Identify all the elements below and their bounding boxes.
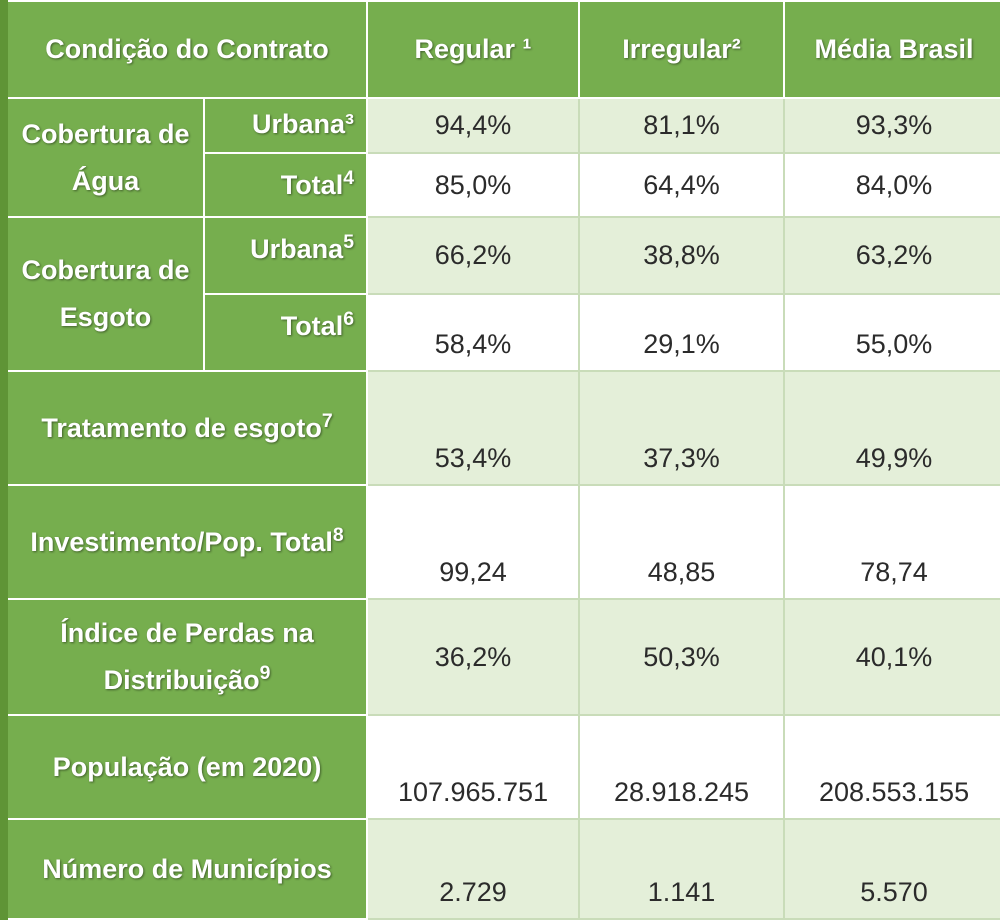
agua-urbana-regular: 94,4% xyxy=(366,97,581,154)
esgoto-total-irregular: 29,1% xyxy=(578,293,786,372)
populacao-media: 208.553.155 xyxy=(783,714,1000,820)
esgoto-urbana-irregular: 38,8% xyxy=(578,216,786,295)
label-investimento: Investimento/Pop. Total8 xyxy=(0,484,369,600)
footnote-7: 7 xyxy=(321,409,333,432)
label-agua-total: Total4 xyxy=(202,152,369,218)
header-row: Condição do Contrato Regular ¹ Irregular… xyxy=(0,0,1000,99)
perdas-regular: 36,2% xyxy=(366,598,581,716)
esgoto-total-media: 55,0% xyxy=(783,293,1000,372)
footnote-9: 9 xyxy=(259,662,271,684)
populacao-regular: 107.965.751 xyxy=(366,714,581,820)
row-esgoto-urbana: Cobertura de Esgoto Urbana5 66,2% 38,8% … xyxy=(0,216,1000,372)
label-tratamento-text: Tratamento de esgoto xyxy=(41,412,322,443)
header-media-brasil: Média Brasil xyxy=(783,0,1000,99)
label-agua-total-text: Total xyxy=(280,170,344,200)
label-agua-urbana: Urbana³ xyxy=(202,97,369,154)
label-investimento-text: Investimento/Pop. Total xyxy=(30,526,333,557)
header-irregular: Irregular² xyxy=(578,0,786,99)
perdas-irregular: 50,3% xyxy=(578,598,786,716)
label-perdas: Índice de Perdas na Distribuição9 xyxy=(0,598,369,716)
row-tratamento: Tratamento de esgoto7 53,4% 37,3% 49,9% xyxy=(0,370,1000,486)
label-cobertura-esgoto: Cobertura de Esgoto xyxy=(0,216,205,372)
municipios-regular: 2.729 xyxy=(366,818,581,920)
agua-urbana-irregular: 81,1% xyxy=(578,97,786,154)
row-agua-urbana: Cobertura de Água Urbana³ 94,4% 81,1% 93… xyxy=(0,97,1000,218)
row-agua-total: Total4 85,0% 64,4% 84,0% xyxy=(4,152,1000,218)
tratamento-irregular: 37,3% xyxy=(578,370,786,486)
agua-total-regular: 85,0% xyxy=(366,152,581,218)
footnote-8: 8 xyxy=(332,523,344,546)
agua-urbana-media: 93,3% xyxy=(783,97,1000,154)
label-municipios: Número de Municípios xyxy=(0,818,369,920)
tratamento-media: 49,9% xyxy=(783,370,1000,486)
label-esgoto-total: Total6 xyxy=(202,293,369,372)
row-investimento: Investimento/Pop. Total8 99,24 48,85 78,… xyxy=(0,484,1000,600)
esgoto-urbana-regular: 66,2% xyxy=(366,216,581,295)
label-populacao: População (em 2020) xyxy=(0,714,369,820)
label-cobertura-agua: Cobertura de Água xyxy=(0,97,205,218)
label-esgoto-total-text: Total xyxy=(280,311,344,341)
perdas-media: 40,1% xyxy=(783,598,1000,716)
footnote-6: 6 xyxy=(343,308,355,330)
row-populacao: População (em 2020) 107.965.751 28.918.2… xyxy=(0,714,1000,820)
label-esgoto-urbana: Urbana5 xyxy=(202,216,369,295)
agua-total-media: 84,0% xyxy=(783,152,1000,218)
header-regular: Regular ¹ xyxy=(366,0,581,99)
esgoto-urbana-media: 63,2% xyxy=(783,216,1000,295)
investimento-irregular: 48,85 xyxy=(578,484,786,600)
municipios-media: 5.570 xyxy=(783,818,1000,920)
row-perdas: Índice de Perdas na Distribuição9 36,2% … xyxy=(0,598,1000,716)
investimento-regular: 99,24 xyxy=(366,484,581,600)
label-tratamento: Tratamento de esgoto7 xyxy=(0,370,369,486)
tratamento-regular: 53,4% xyxy=(366,370,581,486)
populacao-irregular: 28.918.245 xyxy=(578,714,786,820)
esgoto-total-regular: 58,4% xyxy=(366,293,581,372)
label-perdas-text: Índice de Perdas na Distribuição xyxy=(60,618,314,695)
row-municipios: Número de Municípios 2.729 1.141 5.570 xyxy=(0,818,1000,920)
row-esgoto-total: Total6 58,4% 29,1% 55,0% xyxy=(4,293,1000,372)
label-esgoto-urbana-text: Urbana xyxy=(250,234,344,264)
footnote-5: 5 xyxy=(343,231,355,253)
header-condicao: Condição do Contrato xyxy=(0,0,369,99)
agua-total-irregular: 64,4% xyxy=(578,152,786,218)
investimento-media: 78,74 xyxy=(783,484,1000,600)
footnote-4: 4 xyxy=(343,167,355,189)
municipios-irregular: 1.141 xyxy=(578,818,786,920)
